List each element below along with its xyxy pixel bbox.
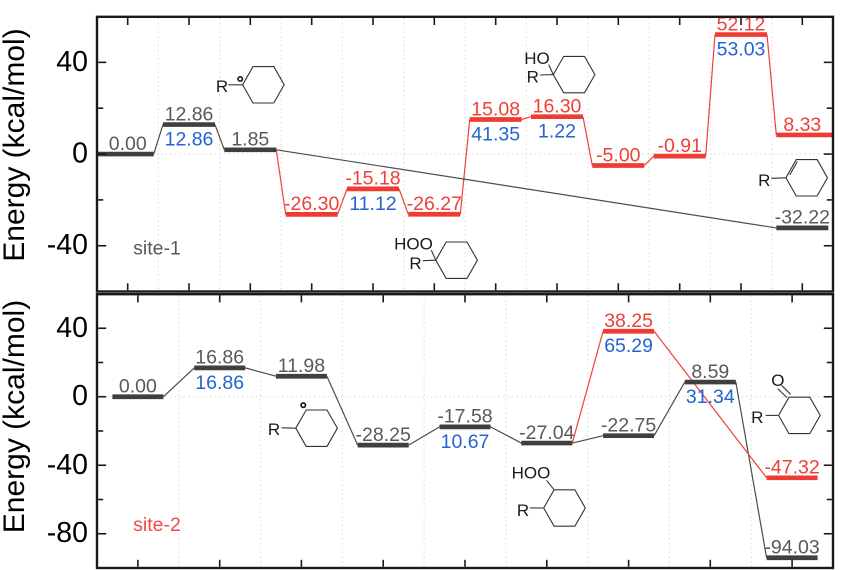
svg-text:-5.00: -5.00: [596, 144, 641, 166]
svg-text:-27.04: -27.04: [519, 422, 574, 444]
svg-text:16.30: 16.30: [533, 96, 582, 118]
svg-text:-15.18: -15.18: [345, 168, 400, 190]
svg-text:-40: -40: [47, 449, 88, 481]
svg-text:12.86: 12.86: [165, 129, 214, 151]
svg-text:10.67: 10.67: [441, 431, 490, 453]
svg-text:65.29: 65.29: [604, 335, 653, 357]
svg-text:16.86: 16.86: [195, 372, 244, 394]
svg-text:Energy (kcal/mol): Energy (kcal/mol): [0, 28, 31, 261]
svg-text:11.12: 11.12: [349, 193, 396, 215]
svg-text:-32.22: -32.22: [775, 207, 830, 229]
svg-text:-47.32: -47.32: [764, 457, 819, 479]
svg-text:-40: -40: [47, 229, 88, 261]
svg-text:0: 0: [72, 138, 88, 170]
svg-text:site-1: site-1: [133, 238, 181, 260]
svg-text:41.35: 41.35: [471, 124, 520, 146]
svg-text:-17.58: -17.58: [437, 406, 492, 428]
svg-text:-94.03: -94.03: [764, 537, 819, 559]
svg-text:R: R: [517, 501, 529, 520]
svg-text:HOO: HOO: [394, 235, 433, 254]
svg-text:HO: HO: [524, 49, 550, 68]
svg-text:Energy (kcal/mol): Energy (kcal/mol): [0, 300, 31, 533]
svg-text:O: O: [771, 371, 784, 390]
svg-text:-80: -80: [47, 517, 88, 549]
svg-text:-26.30: -26.30: [284, 193, 339, 215]
svg-text:38.25: 38.25: [604, 310, 653, 332]
svg-text:8.33: 8.33: [783, 114, 821, 136]
svg-text:8.59: 8.59: [691, 361, 729, 383]
svg-text:40: 40: [56, 312, 88, 344]
svg-text:-22.75: -22.75: [601, 415, 656, 437]
svg-text:11.98: 11.98: [278, 355, 325, 377]
svg-text:40: 40: [56, 46, 88, 78]
svg-text:R: R: [216, 77, 228, 96]
svg-text:1.22: 1.22: [538, 121, 576, 143]
svg-text:0.00: 0.00: [109, 133, 147, 155]
svg-text:0.00: 0.00: [119, 376, 157, 398]
svg-text:16.86: 16.86: [195, 347, 244, 369]
svg-text:12.86: 12.86: [165, 103, 214, 125]
svg-text:site-2: site-2: [133, 514, 181, 536]
svg-text:R: R: [527, 68, 539, 87]
svg-text:-0.91: -0.91: [657, 135, 701, 157]
svg-text:R: R: [758, 171, 770, 190]
svg-text:R: R: [751, 408, 763, 427]
svg-text:31.34: 31.34: [686, 386, 735, 408]
svg-text:R: R: [268, 420, 280, 439]
svg-text:-26.27: -26.27: [407, 193, 462, 215]
svg-text:0: 0: [72, 380, 88, 412]
svg-text:HOO: HOO: [512, 463, 551, 482]
svg-text:1.85: 1.85: [231, 129, 269, 151]
svg-text:-28.25: -28.25: [356, 424, 411, 446]
svg-text:15.08: 15.08: [471, 98, 520, 120]
svg-text:R: R: [409, 254, 421, 273]
svg-text:53.03: 53.03: [717, 39, 766, 61]
